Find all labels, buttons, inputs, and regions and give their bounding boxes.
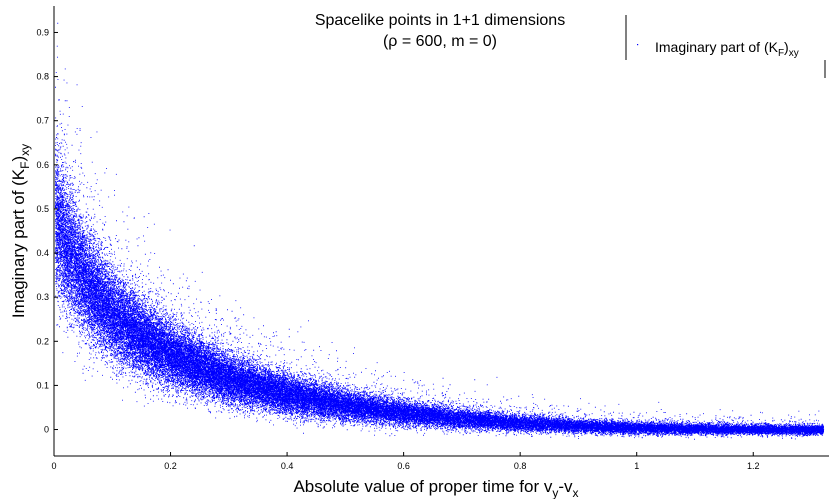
y-tick-label: 0.7 [36,116,49,126]
legend-label: Imaginary part of (KF)xy [655,39,799,59]
y-tick-label: 0.2 [36,336,49,346]
x-tick-label: 0.4 [281,461,294,471]
x-axis-label: Absolute value of proper time for vy-vx [293,477,578,499]
y-tick-label: 0 [44,425,49,435]
chart-title-line1: Spacelike points in 1+1 dimensions [315,12,565,29]
data-points [55,22,825,440]
x-tick-label: 0 [51,461,56,471]
x-tick-label: 0.2 [164,461,177,471]
x-tick-label: 0.8 [514,461,527,471]
y-tick-label: 0.3 [36,292,49,302]
chart-title-line2: (ρ = 600, m = 0) [383,33,497,50]
y-tick-label: 0.1 [36,380,49,390]
y-ticks: 0 0.1 0.2 0.3 0.4 0.5 0.6 0.7 0.8 0.9 [36,27,58,435]
scatter-point-cloud [55,22,825,440]
y-tick-label: 0.4 [36,248,49,258]
y-tick-label: 0.8 [36,72,49,82]
axes [53,6,829,457]
x-ticks: 0 0.2 0.4 0.6 0.8 1 1.2 [51,452,760,471]
y-tick-label: 0.6 [36,160,49,170]
x-tick-label: 1.2 [747,461,760,471]
chart-title: Spacelike points in 1+1 dimensions (ρ = … [315,12,565,50]
y-axis-label: Imaginary part of (KF)xy [9,144,32,318]
y-tick-label: 0.9 [36,27,49,37]
x-tick-label: 1 [634,461,639,471]
legend: Imaginary part of (KF)xy [625,15,826,78]
y-tick-label: 0.5 [36,204,49,214]
x-tick-label: 0.6 [397,461,410,471]
legend-marker [637,44,639,46]
